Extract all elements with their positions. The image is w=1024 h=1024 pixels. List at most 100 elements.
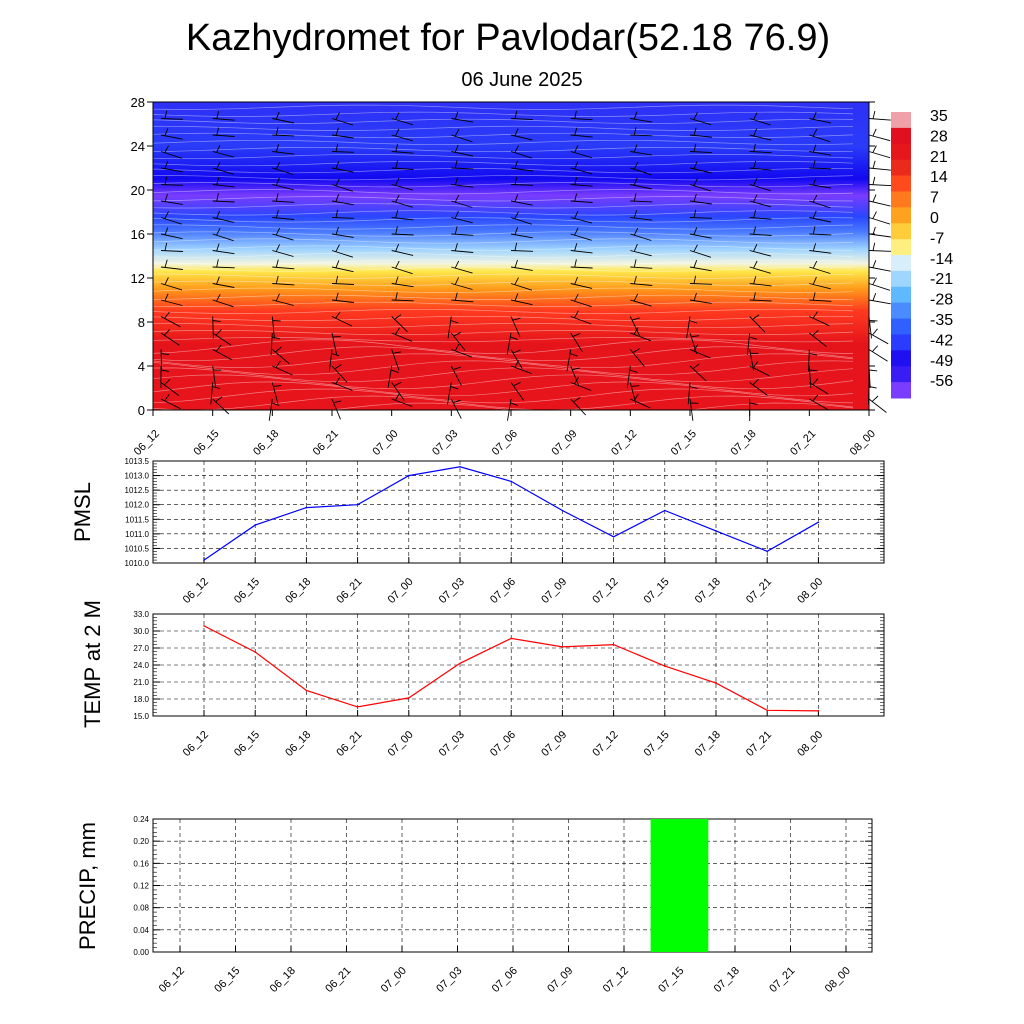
- wind-barb-flag: [275, 209, 279, 219]
- y-tick-label: 0.04: [133, 926, 149, 935]
- y-tick-label: 24: [131, 139, 145, 154]
- wind-barb-flag: [633, 243, 638, 252]
- wind-barb: [749, 118, 771, 126]
- data-point: [715, 530, 717, 532]
- colorbar-band: [891, 112, 911, 129]
- isotherm-contour: [152, 360, 854, 376]
- wind-barb-flag: [872, 277, 877, 285]
- wind-barb: [510, 250, 534, 252]
- colorbar-label: 14: [930, 169, 948, 186]
- isotherm-contour: [152, 125, 854, 131]
- isotherm-contour: [152, 182, 854, 188]
- wind-barb: [451, 283, 473, 290]
- wind-barb: [689, 184, 712, 192]
- wind-barb: [212, 299, 234, 308]
- wind-barb-flag: [812, 276, 817, 285]
- wind-barb: [450, 398, 462, 419]
- wind-barb: [868, 200, 891, 207]
- wind-barb-flag: [164, 242, 168, 251]
- wind-barb-flag: [212, 386, 221, 389]
- data-point: [356, 706, 359, 708]
- wind-barb-flag: [872, 328, 878, 336]
- wind-barb-flag: [164, 394, 170, 402]
- wind-barb: [570, 134, 593, 138]
- isotherm-contour: [152, 337, 854, 343]
- wind-barb-flag: [512, 349, 521, 354]
- wind-barb-flag: [693, 244, 698, 252]
- wind-barb-flag: [335, 194, 340, 202]
- wind-barb-flag: [215, 396, 223, 403]
- wind-barb-flag: [753, 128, 758, 137]
- data-point: [510, 637, 512, 640]
- y-tick-label: 0.24: [133, 815, 149, 824]
- wind-barb: [689, 217, 713, 219]
- colorbar-band: [891, 382, 911, 399]
- wind-barb-flag: [216, 127, 220, 136]
- wind-barb: [451, 349, 473, 358]
- y-tick-label: 0.12: [133, 882, 149, 891]
- colorbar-label: 7: [930, 190, 939, 207]
- wind-barb: [272, 250, 294, 257]
- wind-barb: [160, 118, 184, 120]
- wind-barb-flag: [275, 360, 281, 368]
- wind-barb-flag: [633, 144, 638, 153]
- x-tick-label: 07_06: [490, 428, 520, 458]
- x-tick-label: 07_21: [744, 729, 774, 759]
- x-tick-label: 08_00: [823, 965, 853, 995]
- wind-barb-flag: [633, 111, 638, 120]
- wind-barb: [391, 398, 413, 407]
- wind-barb: [689, 200, 712, 205]
- isotherm-contour: [152, 231, 854, 237]
- wind-barb-flag: [514, 176, 518, 185]
- wind-barb: [809, 134, 831, 143]
- x-tick-label: 07_15: [669, 428, 699, 458]
- wind-barb: [391, 349, 400, 371]
- y-tick-label: 1010.0: [125, 559, 150, 568]
- wind-barb-flag: [693, 275, 697, 284]
- wind-barb: [160, 233, 183, 240]
- wind-barb: [331, 118, 354, 126]
- wind-barb: [689, 167, 712, 174]
- wind-barb: [868, 398, 887, 413]
- y-tick-label: 1013.0: [125, 472, 150, 481]
- x-tick-label: 06_21: [323, 965, 353, 995]
- wind-barb-flag: [753, 194, 758, 203]
- wind-barb-flag: [752, 314, 760, 320]
- wind-barb-flag: [335, 209, 339, 218]
- wind-barb: [451, 266, 473, 274]
- wind-barb: [689, 283, 713, 285]
- wind-barb-flag: [216, 110, 220, 119]
- wind-barb: [686, 316, 691, 339]
- wind-barb: [689, 134, 712, 138]
- x-tick-label: 06_18: [283, 576, 313, 606]
- x-tick-label: 07_18: [712, 965, 742, 995]
- wind-barb-flag: [331, 353, 340, 357]
- wind-barb-flag: [514, 277, 519, 285]
- wind-barb: [570, 250, 593, 254]
- wind-barb-flag: [163, 329, 171, 336]
- wind-barb: [160, 250, 184, 252]
- wind-barb: [331, 217, 355, 219]
- wind-barb-flag: [395, 112, 400, 120]
- colorbar-label: -56: [930, 373, 953, 390]
- isotherm-contour: [152, 104, 854, 110]
- wind-barb-flag: [633, 177, 638, 186]
- wind-barb: [272, 184, 294, 191]
- wind-barb: [391, 250, 414, 256]
- wind-barb-flag: [871, 395, 879, 402]
- wind-barb: [331, 332, 338, 355]
- colorbar-band: [891, 255, 911, 272]
- wind-barb: [160, 151, 183, 159]
- wind-barb-flag: [693, 193, 697, 202]
- wind-barb: [451, 134, 473, 143]
- data-point: [356, 503, 359, 506]
- x-tick-label: 07_00: [386, 729, 416, 759]
- temperature-field: [153, 102, 869, 410]
- wind-barb: [160, 332, 180, 346]
- isotherm-contour: [152, 161, 854, 167]
- wind-barb: [510, 118, 534, 121]
- wind-barb: [749, 217, 772, 220]
- wind-barb-flag: [164, 259, 168, 268]
- wind-barb-flag: [872, 242, 876, 251]
- data-point: [817, 710, 820, 712]
